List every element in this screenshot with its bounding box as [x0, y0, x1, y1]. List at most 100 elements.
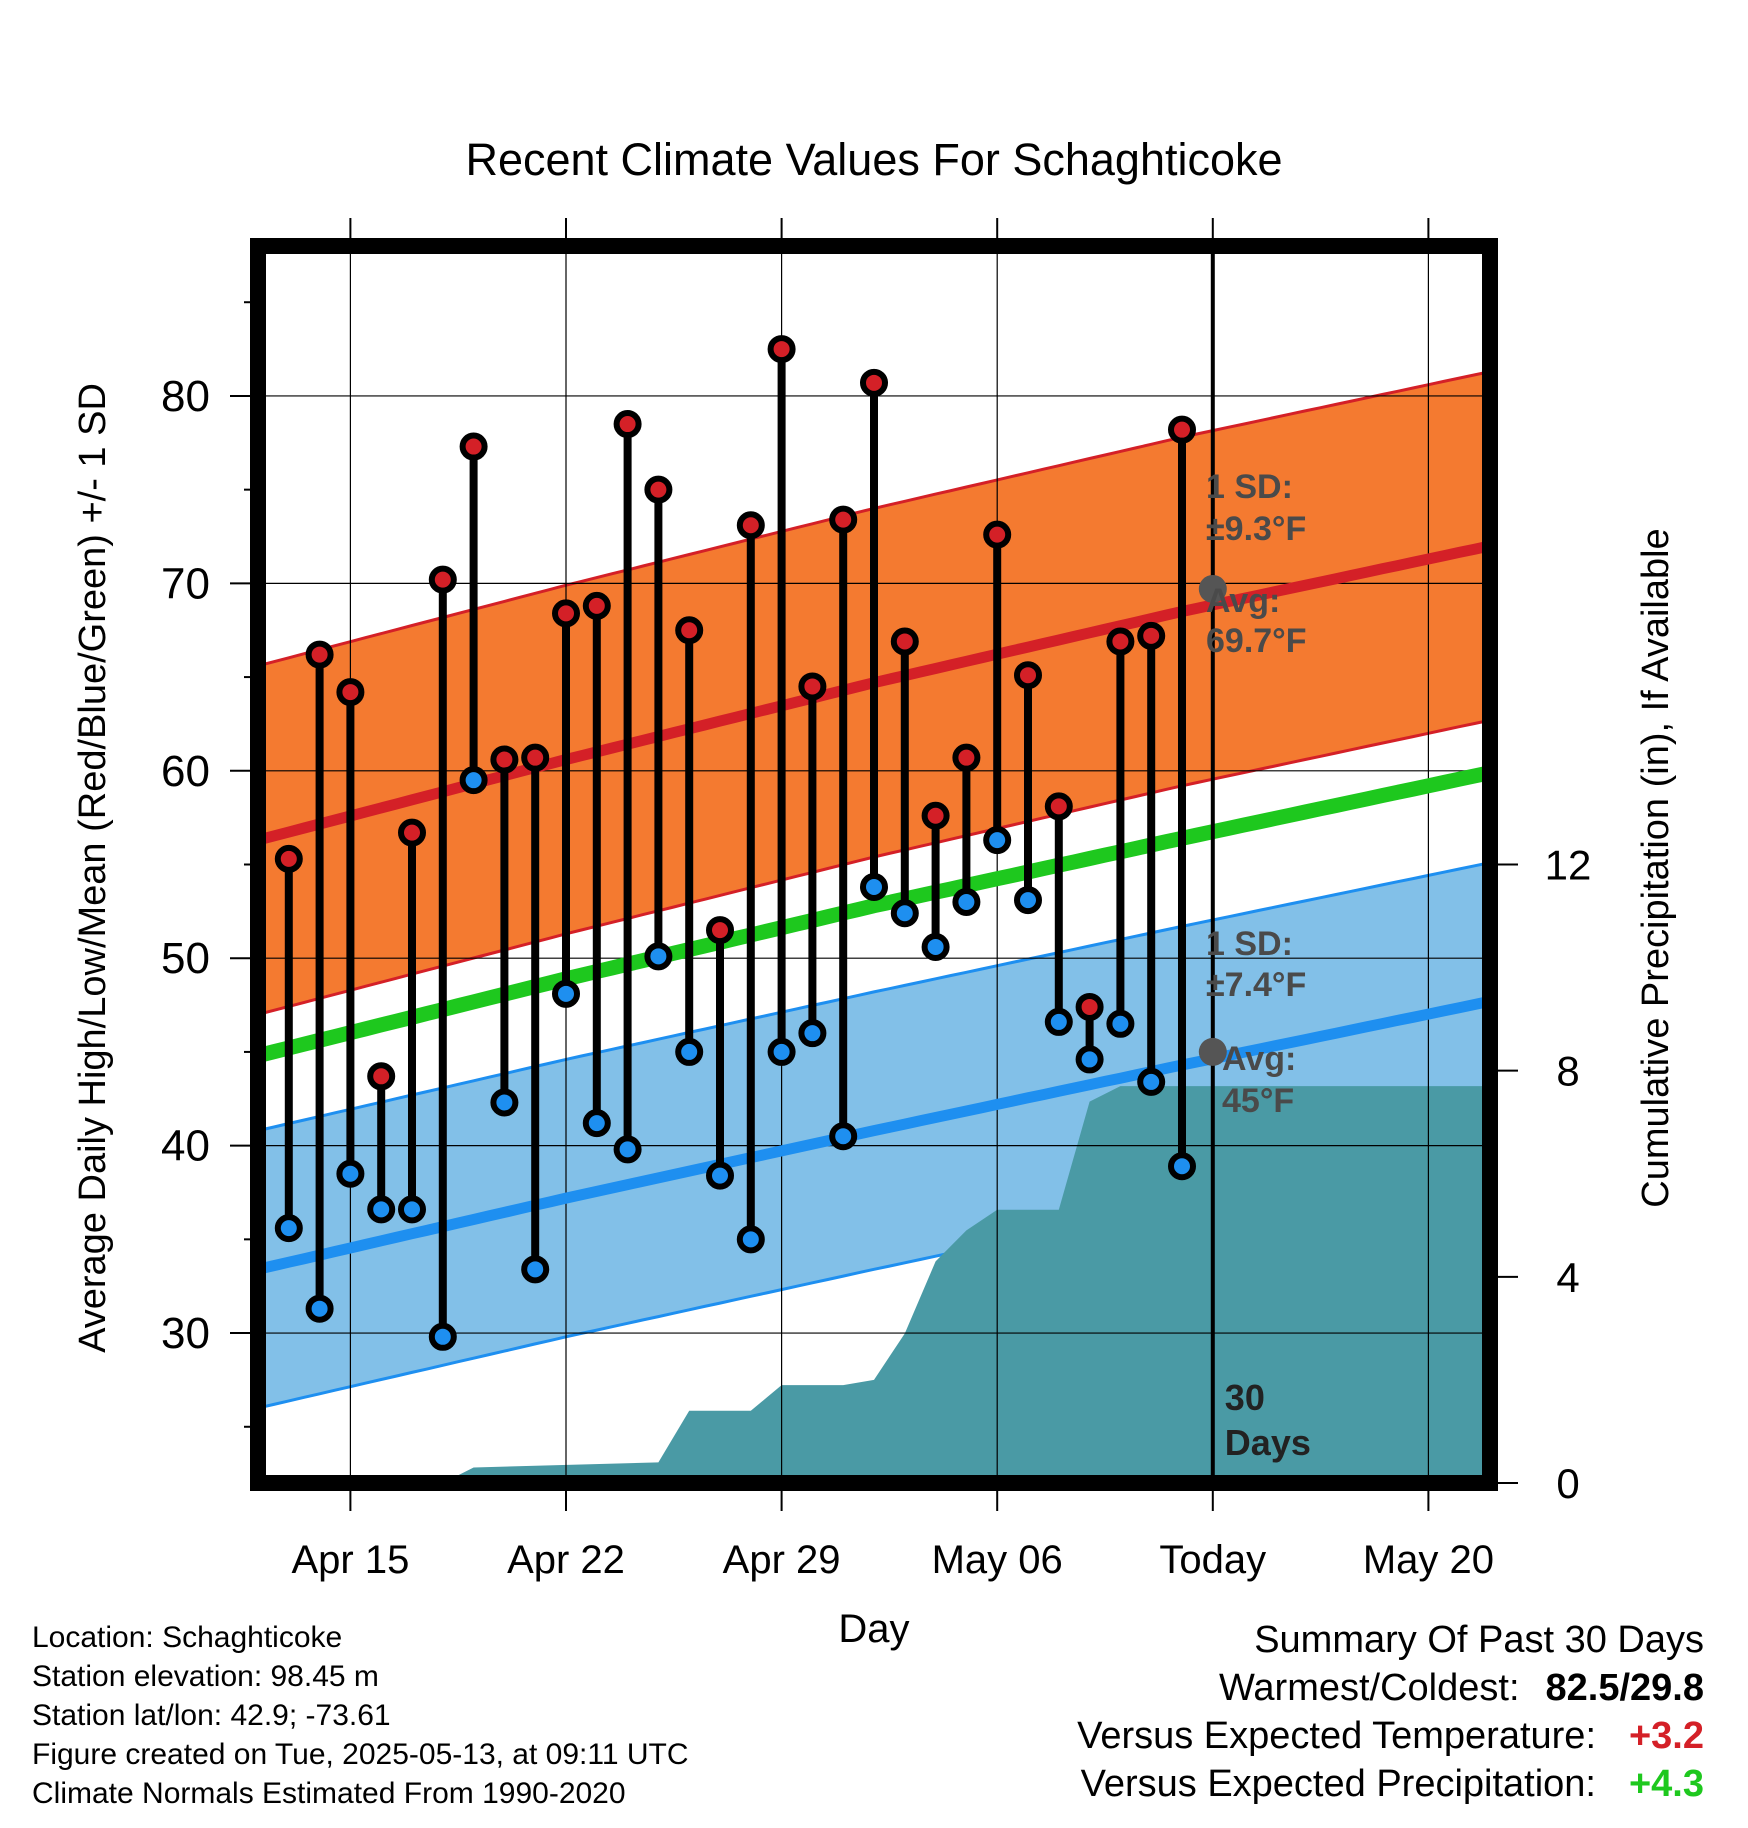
- y-axis-label: Average Daily High/Low/Mean (Red/Blue/Gr…: [72, 383, 114, 1353]
- station-info: Location: Schaghticoke Station elevation…: [32, 1618, 689, 1813]
- daily-low-point: [1014, 886, 1042, 915]
- y2-tick-label: 0: [1556, 1460, 1579, 1507]
- y2-tick-label: 8: [1556, 1048, 1579, 1095]
- daily-low-point: [706, 1161, 734, 1190]
- high-sd-value: ±9.3°F: [1206, 510, 1306, 548]
- daily-low-point: [890, 899, 919, 928]
- y-tick-label: 60: [161, 747, 210, 796]
- daily-high-point: [274, 844, 303, 873]
- y-tick-label: 30: [161, 1309, 210, 1358]
- cumulative-precip-area: [258, 1086, 1490, 1483]
- daily-low-point: [428, 1322, 457, 1351]
- daily-low-point: [367, 1195, 396, 1224]
- daily-low-point: [552, 979, 580, 1008]
- x-tick-label: May 06: [932, 1538, 1063, 1582]
- daily-high-point: [336, 678, 365, 707]
- normals-text: Climate Normals Estimated From 1990-2020: [32, 1777, 626, 1810]
- daily-high-point: [736, 511, 765, 540]
- today-days-label-2: Days: [1225, 1422, 1311, 1463]
- daily-high-point: [952, 743, 981, 772]
- daily-low-point: [459, 766, 488, 795]
- low-avg-value: 45°F: [1222, 1082, 1294, 1120]
- y2-tick-label: 4: [1556, 1254, 1579, 1301]
- daily-low-point: [736, 1225, 765, 1254]
- daily-low-point: [675, 1037, 704, 1066]
- daily-high-point: [983, 520, 1012, 549]
- x-tick-label: Apr 22: [507, 1538, 625, 1582]
- daily-high-point: [582, 591, 611, 620]
- y-tick-label: 40: [161, 1122, 210, 1171]
- low-normal-line: [258, 995, 1490, 1275]
- plot-clip-group: [258, 246, 1490, 1483]
- warmest-coldest-value: 82.5/29.8: [1545, 1667, 1704, 1709]
- precip-anomaly-label: Versus Expected Precipitation:: [1080, 1763, 1596, 1805]
- x-tick-label: Apr 29: [723, 1538, 841, 1582]
- y2-axis-label: Cumulative Precipitation (in), If Availa…: [1635, 528, 1677, 1207]
- daily-low-point: [829, 1122, 858, 1151]
- daily-low-point: [1106, 1009, 1135, 1038]
- daily-high-point: [767, 335, 796, 364]
- daily-low-point: [582, 1109, 611, 1138]
- daily-high-point: [1075, 992, 1104, 1021]
- y-tick-label: 80: [161, 372, 210, 421]
- daily-high-point: [1014, 661, 1042, 690]
- daily-low-point: [613, 1135, 642, 1164]
- today-low-normal-point: [1198, 1037, 1227, 1066]
- daily-low-point: [767, 1037, 796, 1066]
- high-avg-value: 69.7°F: [1206, 622, 1307, 660]
- y2-tick-label: 12: [1545, 842, 1592, 889]
- warmest-coldest-label: Warmest/Coldest:: [1218, 1667, 1520, 1709]
- daily-low-point: [1075, 1045, 1104, 1074]
- low-sd-value: ±7.4°F: [1206, 966, 1306, 1004]
- today-days-label-1: 30: [1225, 1377, 1265, 1418]
- high-sd-label: 1 SD:: [1206, 468, 1293, 506]
- daily-high-point: [921, 801, 950, 830]
- daily-high-point: [829, 505, 858, 534]
- x-tick-label: Today: [1159, 1538, 1266, 1582]
- chart-title: Recent Climate Values For Schaghticoke: [465, 134, 1282, 185]
- elevation-text: Station elevation: 98.45 m: [32, 1660, 379, 1693]
- daily-low-point: [860, 872, 888, 901]
- daily-high-point: [459, 432, 488, 461]
- daily-high-point: [613, 410, 642, 439]
- daily-high-point: [521, 743, 550, 772]
- daily-high-point: [552, 599, 580, 628]
- today-high-normal-point: [1198, 574, 1227, 603]
- daily-low-point: [644, 942, 673, 971]
- daily-low-point: [274, 1214, 303, 1243]
- daily-high-point: [1137, 621, 1166, 650]
- high-avg-label: Avg:: [1206, 582, 1280, 620]
- daily-high-point: [490, 745, 519, 774]
- location-text: Location: Schaghticoke: [32, 1621, 343, 1654]
- low-avg-label: Avg:: [1222, 1040, 1296, 1078]
- x-axis-label: Day: [838, 1607, 909, 1651]
- daily-low-point: [305, 1294, 334, 1323]
- daily-high-point: [890, 627, 919, 656]
- daily-low-point: [921, 932, 950, 961]
- summary-title: Summary Of Past 30 Days: [1254, 1619, 1704, 1661]
- temp-anomaly-value: +3.2: [1628, 1715, 1704, 1757]
- summary-panel: Summary Of Past 30 Days Warmest/Coldest:…: [1077, 1616, 1704, 1808]
- daily-high-point: [706, 916, 734, 945]
- temp-anomaly-row: Versus Expected Temperature: +3.2: [1077, 1712, 1704, 1760]
- daily-low-point: [983, 826, 1012, 855]
- daily-low-point: [952, 887, 981, 916]
- precip-anomaly-value: +4.3: [1628, 1763, 1704, 1805]
- y-tick-label: 70: [161, 559, 210, 608]
- precip-anomaly-row: Versus Expected Precipitation: +4.3: [1077, 1760, 1704, 1808]
- daily-high-point: [798, 672, 827, 701]
- low-sd-label: 1 SD:: [1206, 925, 1293, 963]
- x-tick-label: Apr 15: [291, 1538, 409, 1582]
- daily-high-point: [1106, 627, 1135, 656]
- daily-high-point: [860, 368, 888, 397]
- daily-high-point: [1044, 792, 1073, 821]
- warmest-coldest-row: Warmest/Coldest: 82.5/29.8: [1077, 1664, 1704, 1712]
- mean-normal-line: [258, 765, 1490, 1063]
- daily-high-point: [398, 818, 426, 847]
- temp-anomaly-label: Versus Expected Temperature:: [1077, 1715, 1596, 1757]
- daily-low-point: [1168, 1152, 1196, 1181]
- daily-low-point: [798, 1019, 827, 1048]
- daily-high-point: [675, 616, 704, 645]
